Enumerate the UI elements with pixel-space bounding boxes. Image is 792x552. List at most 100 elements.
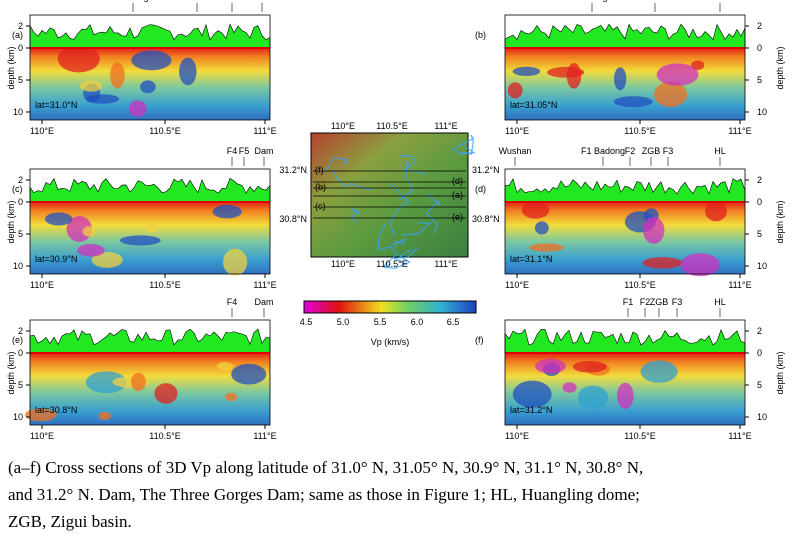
caption-line: ZGB, Zigui basin. [8, 512, 132, 531]
x-tick-label: 111°E [253, 280, 276, 290]
location-map: (f) (d) (b) (a) (c) (e) 110°E 110°E 110.5°E 110.5… [279, 121, 499, 269]
cross-section: (c) lat=30.9°N F4 F5 Dam 2 0 5 10 depth (km) 110°E… [6, 146, 277, 290]
y-tick-label: 5 [18, 229, 23, 239]
colorbar-tick-label: 4.5 [300, 317, 313, 327]
anomaly [145, 223, 159, 233]
x-tick-label: 110.5°E [149, 280, 180, 290]
anomaly [140, 80, 156, 94]
map-lat-left: 31.2°N [279, 165, 307, 175]
colorbar-tick-label: 6.0 [411, 317, 424, 327]
anomaly [85, 371, 127, 394]
station-label: F5 [239, 146, 250, 156]
x-tick-label: 110.5°E [149, 126, 180, 136]
latitude-label: lat=31.2°N [510, 405, 552, 415]
anomaly [110, 61, 125, 89]
frame [29, 319, 271, 426]
profile-label: (b) [315, 182, 326, 192]
x-tick-label: 110.5°E [624, 431, 655, 441]
anomaly [705, 200, 727, 222]
x-tick-label: 110.5°E [149, 431, 180, 441]
station-label: F4 [227, 297, 238, 307]
y-tick-label: 0 [757, 197, 762, 207]
topography [29, 23, 271, 49]
station-label: F1 [623, 297, 634, 307]
cross-section: (a) lat=31.0°N Badong ZGB F4 HL 2 0 5 10 depth (km… [6, 0, 277, 136]
x-tick-label: 110°E [30, 431, 54, 441]
x-tick-label: 110°E [505, 280, 529, 290]
station-label: HL [714, 146, 726, 156]
anomaly [91, 251, 123, 268]
colorbar-tick-label: 5.5 [374, 317, 387, 327]
x-tick-label: 110°E [505, 126, 529, 136]
anomaly [98, 411, 112, 421]
station-label: Badong [576, 0, 607, 2]
x-tick-label: 111°E [728, 126, 751, 136]
anomaly [212, 204, 242, 219]
frame [504, 14, 746, 121]
anomaly [57, 45, 100, 73]
river [324, 157, 349, 173]
station-label: Dam [254, 297, 273, 307]
y-tick-label: 2 [18, 326, 23, 336]
anomaly [512, 66, 541, 77]
station-label: Wushan [499, 146, 532, 156]
anomaly [44, 212, 73, 226]
panel-label: (c) [12, 184, 23, 194]
anomaly [82, 226, 96, 237]
profile-label: (e) [452, 212, 463, 222]
y-axis-label: depth (km) [775, 46, 785, 89]
anomaly [231, 363, 267, 385]
anomaly [642, 257, 683, 269]
cross-section: (f) lat=31.2°N F1 F2 ZGB F3 HL 2 0 5 10 depth (km) 1… [475, 297, 785, 441]
river [391, 238, 407, 249]
anomaly [130, 372, 146, 392]
anomaly [614, 67, 627, 91]
topography [29, 177, 271, 203]
frame [504, 168, 746, 275]
anomaly [131, 50, 172, 71]
station-label: F1 Badong [581, 146, 625, 156]
station-label: F4 [227, 146, 238, 156]
station-label: HL [714, 0, 726, 2]
anomaly [79, 80, 103, 92]
anomaly [24, 408, 57, 422]
x-tick-label: 110°E [30, 280, 54, 290]
anomaly [119, 235, 161, 246]
map-x-tick-bottom: 110°E [331, 259, 355, 269]
anomaly [179, 57, 197, 86]
map-x-tick-bottom: 111°E [434, 259, 457, 269]
x-tick-label: 111°E [253, 431, 276, 441]
profile-label: (a) [452, 190, 463, 200]
frame [29, 14, 271, 121]
anomaly [529, 243, 564, 252]
river [382, 248, 413, 269]
colorbar-ramp [303, 300, 477, 314]
cross-section: (b) lat=31.05°N Badong ZGB HL 2 0 5 10 depth (km)… [475, 0, 785, 136]
anomaly [216, 362, 234, 371]
y-axis-label: depth (km) [6, 200, 16, 243]
y-tick-label: 2 [757, 326, 762, 336]
x-tick-label: 110°E [505, 431, 529, 441]
anomaly [642, 216, 665, 244]
panel-label: (b) [475, 30, 486, 40]
map-x-tick-top: 110°E [331, 121, 355, 131]
station-label: ZGB [646, 0, 665, 2]
river [461, 134, 475, 155]
x-tick-label: 110.5°E [624, 126, 655, 136]
y-tick-label: 0 [757, 348, 762, 358]
y-tick-label: 5 [757, 75, 762, 85]
river [401, 221, 432, 236]
anomaly [616, 382, 634, 409]
y-tick-label: 5 [18, 380, 23, 390]
station-label: F3 [663, 146, 674, 156]
colorbar: 4.5 5.0 5.5 6.0 6.5 Vp (km/s) [300, 300, 477, 347]
river [399, 154, 427, 175]
frame [504, 319, 746, 426]
anomaly [225, 392, 238, 402]
y-tick-label: 2 [18, 175, 23, 185]
latitude-label: lat=30.8°N [35, 405, 77, 415]
anomaly [77, 243, 105, 257]
station-label: HL [714, 297, 726, 307]
anomaly [680, 253, 720, 277]
colorbar-tick-label: 6.5 [447, 317, 460, 327]
